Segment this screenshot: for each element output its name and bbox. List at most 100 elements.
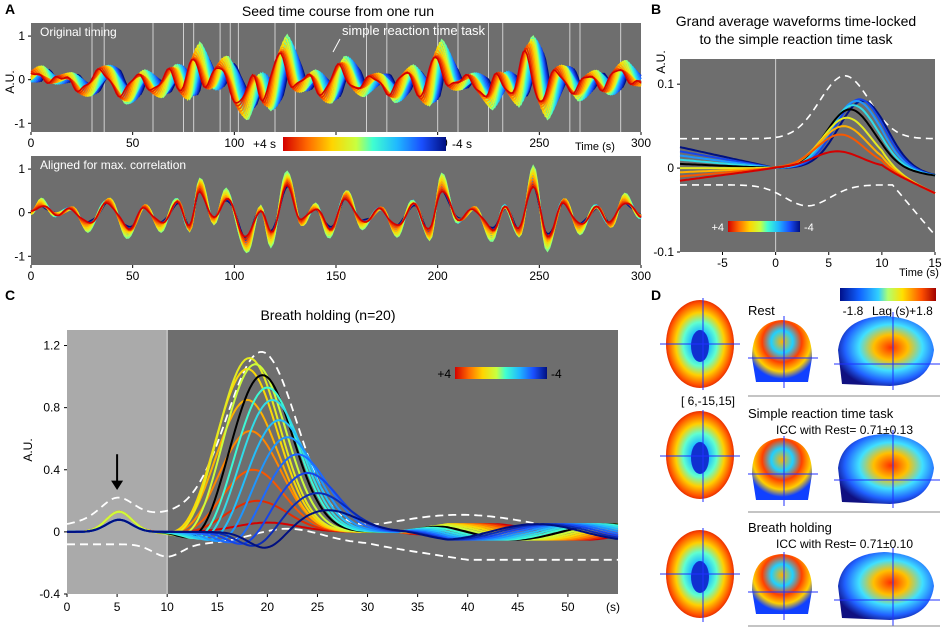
series-line-lag	[679, 104, 936, 177]
brain-axial-rest-ventricle	[691, 330, 709, 362]
panel-a-bottom-plot-bg	[31, 156, 641, 265]
series-line-lag	[30, 183, 642, 238]
panel-a-bottom-yticks: -1 0 1	[14, 162, 31, 263]
x-tick-label: (s)	[606, 600, 620, 614]
panel-a-colorbar-right: -4 s	[452, 137, 472, 151]
x-tick-label: 40	[461, 600, 475, 614]
y-tick-label: -1	[14, 116, 25, 130]
y-tick-label: 0	[18, 73, 25, 87]
ci-lower-line	[680, 184, 936, 236]
brain-axial-srt-ventricle	[691, 442, 709, 474]
panel-d-row-srt-label: Simple reaction time task	[748, 406, 894, 421]
panel-d-brains	[660, 298, 940, 627]
x-tick-label: 15	[211, 600, 225, 614]
x-tick-label: 50	[126, 269, 140, 283]
x-tick-label: 100	[224, 269, 244, 283]
brain-sagittal-srt	[838, 434, 934, 504]
brain-sagittal-rest	[838, 316, 934, 386]
y-tick-label: 0	[667, 161, 674, 175]
panel-c-title: Breath holding (n=20)	[260, 307, 395, 323]
panel-a-title: Seed time course from one run	[242, 3, 434, 19]
x-tick-label: 5	[114, 600, 121, 614]
x-tick-label: 300	[631, 269, 651, 283]
y-tick-label: -1	[14, 249, 25, 263]
panel-b-title-line2: to the simple reaction time task	[700, 31, 894, 47]
panel-d-colorbar-max: +1.8	[909, 304, 933, 318]
y-tick-label: -0.1	[653, 245, 674, 259]
x-tick-label: 0	[28, 136, 35, 150]
x-tick-label: 5	[825, 256, 832, 270]
panel-c-xticks: 0 5 10 15 20 25 30 35 40 45 50 (s)	[64, 594, 620, 614]
panel-b-colorbar-right: -4	[804, 222, 814, 234]
panel-a-bottom-series	[30, 164, 642, 254]
series-line-lag	[67, 509, 619, 549]
x-tick-label: 250	[529, 269, 549, 283]
y-tick-label: 1.2	[43, 339, 60, 353]
x-tick-label: 10	[161, 600, 175, 614]
panel-a-bottom-xticks: 0 50 100 150 200 250 300	[28, 265, 651, 283]
ci-upper-line	[66, 350, 618, 535]
panel-d-row-bh-label: Breath holding	[748, 520, 832, 535]
series-line-lag	[30, 39, 642, 119]
panel-a-task-annotation: simple reaction time task	[342, 23, 486, 38]
x-tick-label: 150	[326, 269, 346, 283]
panel-b-xticks: -5 0 5 10 15	[717, 252, 942, 270]
y-tick-label: 1	[18, 29, 25, 43]
panel-a-annotation-pointer	[332, 38, 341, 53]
panel-b-ylabel: A.U.	[654, 50, 668, 73]
panel-d-colorbar	[840, 288, 936, 301]
y-tick-label: -0.4	[39, 587, 60, 601]
panel-a-top-yticks: -1 0 1	[14, 29, 31, 130]
x-tick-label: 250	[529, 136, 549, 150]
panel-a-top-xlabel: Time (s)	[575, 141, 615, 153]
x-tick-label: 50	[561, 600, 575, 614]
series-line-lag	[30, 49, 642, 104]
panel-a-top-series	[30, 33, 642, 121]
panel-a-colorbar	[283, 137, 446, 151]
panel-c-colorbar	[455, 367, 547, 379]
brain-coronal-rest	[752, 320, 812, 382]
panel-d-row-srt-icc: ICC with Rest= 0.71±0.13	[776, 423, 913, 437]
x-tick-label: 30	[361, 600, 375, 614]
panel-a-colorbar-left: +4 s	[253, 137, 276, 151]
brain-axial-bh-ventricle	[691, 561, 709, 593]
x-tick-label: 25	[311, 600, 325, 614]
x-tick-label: -5	[717, 256, 728, 270]
y-tick-label: 0.8	[43, 401, 60, 415]
panel-b-xlabel: Time (s)	[899, 267, 939, 279]
series-line-lag	[679, 99, 936, 176]
x-tick-label: 200	[428, 269, 448, 283]
series-line-lag	[679, 98, 936, 177]
ci-upper-line	[680, 75, 935, 140]
panel-d-colorbar-min: -1.8	[843, 304, 864, 318]
y-tick-label: 0	[18, 206, 25, 220]
panel-c-arrow	[111, 454, 124, 490]
panel-a-bottom-label: Aligned for max. correlation	[40, 158, 186, 172]
x-tick-label: 100	[224, 136, 244, 150]
panel-c-yticks: -0.4 0 0.4 0.8 1.2	[39, 339, 67, 601]
x-tick-label: 0	[772, 256, 779, 270]
panel-b-series	[679, 59, 936, 252]
series-line-lag	[30, 36, 642, 120]
panel-d-colorbar-label: Lag (s)	[872, 304, 909, 318]
panel-label-b: B	[651, 1, 661, 17]
x-tick-label: 50	[126, 136, 140, 150]
panel-b-title-line1: Grand average waveforms time-locked	[676, 13, 916, 29]
panel-c-colorbar-right: -4	[551, 367, 562, 381]
panel-c-ylabel: A.U.	[21, 438, 35, 461]
y-tick-label: 1	[18, 162, 25, 176]
brain-coronal-srt	[752, 438, 812, 500]
brain-coronal-bh	[752, 554, 812, 614]
panel-a-top-label: Original timing	[40, 25, 117, 39]
panel-label-c: C	[5, 287, 15, 303]
x-tick-label: 0	[64, 600, 71, 614]
series-line-lag	[679, 133, 936, 195]
panel-b-colorbar-left: +4	[711, 222, 724, 234]
panel-a-ylabel: A.U.	[3, 70, 17, 93]
panel-d-row-bh-icc: ICC with Rest= 0.71±0.10	[776, 537, 913, 551]
x-tick-label: 300	[631, 136, 651, 150]
panel-d-coordinate: [ 6,-15,15]	[681, 394, 735, 408]
y-tick-label: 0.4	[43, 463, 60, 477]
brain-sagittal-bh	[838, 552, 934, 620]
